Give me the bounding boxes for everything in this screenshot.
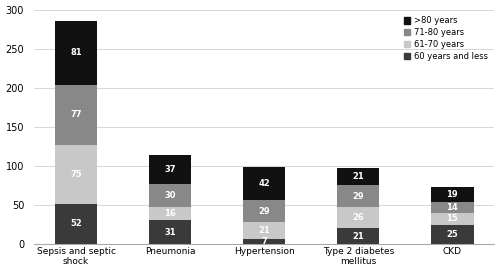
Text: 77: 77	[70, 110, 82, 119]
Bar	[55, 145, 97, 203]
Text: 21: 21	[352, 231, 364, 240]
Text: 16: 16	[164, 209, 176, 218]
Bar	[431, 202, 474, 213]
Text: 21: 21	[352, 172, 364, 181]
Bar	[149, 155, 192, 184]
Text: 19: 19	[446, 190, 458, 199]
Bar	[337, 208, 380, 228]
Text: 29: 29	[352, 192, 364, 201]
Text: 30: 30	[164, 191, 176, 200]
Bar	[431, 187, 474, 202]
Bar	[243, 239, 286, 244]
Bar	[55, 203, 97, 244]
Bar	[149, 208, 192, 220]
Bar	[55, 21, 97, 85]
Bar	[243, 200, 286, 222]
Text: 25: 25	[446, 230, 458, 239]
Bar	[55, 85, 97, 145]
Bar	[337, 228, 380, 244]
Text: 26: 26	[352, 213, 364, 222]
Text: 42: 42	[258, 179, 270, 188]
Legend: >80 years, 71-80 years, 61-70 years, 60 years and less: >80 years, 71-80 years, 61-70 years, 60 …	[402, 14, 490, 63]
Text: 31: 31	[164, 228, 176, 237]
Text: 52: 52	[70, 220, 82, 228]
Bar	[243, 222, 286, 239]
Bar	[149, 220, 192, 244]
Text: 37: 37	[164, 165, 176, 174]
Bar	[337, 185, 380, 208]
Text: 15: 15	[446, 214, 458, 223]
Text: 21: 21	[258, 226, 270, 235]
Bar	[431, 225, 474, 244]
Bar	[431, 213, 474, 225]
Text: 81: 81	[70, 48, 82, 57]
Text: 29: 29	[258, 206, 270, 215]
Text: 14: 14	[446, 203, 458, 212]
Text: 75: 75	[70, 170, 82, 179]
Bar	[149, 184, 192, 208]
Bar	[243, 167, 286, 200]
Text: 7: 7	[262, 237, 267, 246]
Bar	[337, 168, 380, 185]
